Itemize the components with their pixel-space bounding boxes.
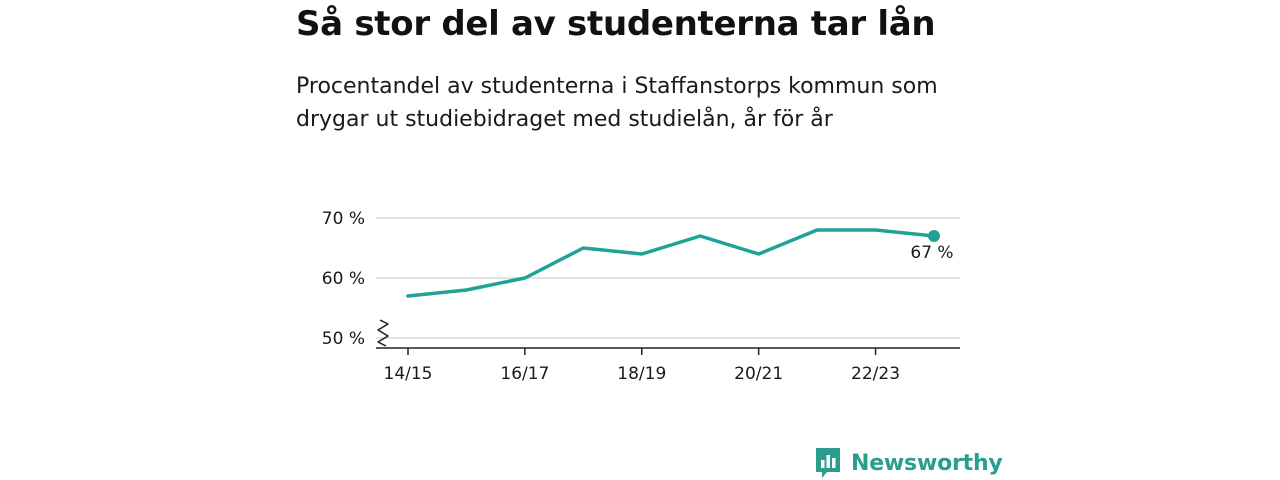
brand-name: Newsworthy <box>851 450 1003 476</box>
y-tick-label: 50 % <box>322 329 365 349</box>
x-tick-label: 22/23 <box>851 364 900 384</box>
end-point-marker <box>928 230 940 242</box>
x-axis-ticks: 14/15 16/17 18/19 20/21 22/23 <box>384 348 900 384</box>
y-tick-label: 70 % <box>322 209 365 229</box>
y-axis: 50 % 60 % 70 % <box>322 209 365 349</box>
x-tick-label: 14/15 <box>384 364 433 384</box>
x-tick-label: 16/17 <box>500 364 549 384</box>
series-line <box>406 228 936 298</box>
end-value-label: 67 % <box>910 243 953 263</box>
y-tick-label: 60 % <box>322 269 365 289</box>
chart-title: Så stor del av studenterna tar lån <box>296 4 936 44</box>
axis-break-icon <box>377 319 389 347</box>
chart-subtitle: Procentandel av studenterna i Staffansto… <box>296 74 938 132</box>
x-tick-label: 18/19 <box>617 364 666 384</box>
gridlines <box>376 217 960 339</box>
series <box>406 228 940 298</box>
newsworthy-logo-icon <box>816 448 840 478</box>
brand-logo: Newsworthy <box>814 446 1003 480</box>
x-tick-label: 20/21 <box>734 364 783 384</box>
